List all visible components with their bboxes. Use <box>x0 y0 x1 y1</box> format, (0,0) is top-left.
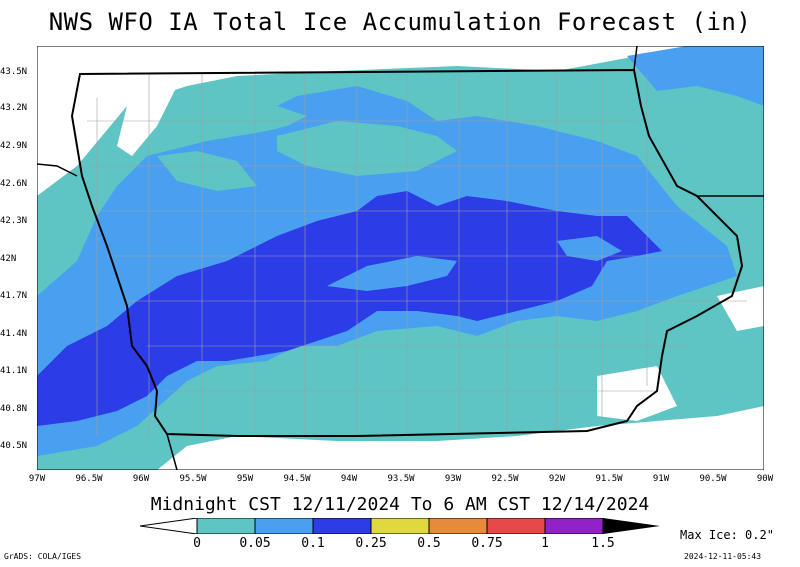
lat-label: 40.5N <box>0 441 28 451</box>
state-line <box>37 163 78 177</box>
valid-period: Midnight CST 12/11/2024 To 6 AM CST 12/1… <box>150 494 650 515</box>
county-lines <box>87 74 747 438</box>
lon-label: 95.5W <box>179 474 207 484</box>
lat-label: 42.6N <box>0 179 28 189</box>
legend-label: 1 <box>541 536 549 551</box>
lon-label: 95W <box>236 474 254 484</box>
legend-label: 0.25 <box>355 536 387 551</box>
ice-area-medium <box>627 46 764 106</box>
ice-area-medium <box>557 236 622 261</box>
lat-label: 41.7N <box>0 291 28 301</box>
ice-area-heavy <box>37 191 662 426</box>
legend-swatch <box>196 518 256 534</box>
legend-arrow-high <box>603 518 660 534</box>
lon-label: 94W <box>340 474 358 484</box>
lon-label: 96.5W <box>75 474 103 484</box>
lon-label: 94.5W <box>283 474 311 484</box>
lon-label: 97W <box>28 474 46 484</box>
ice-area-none <box>597 366 677 421</box>
lon-label: 92W <box>548 474 566 484</box>
legend-label: 0 <box>193 536 201 551</box>
legend-swatch <box>544 518 604 534</box>
lon-label: 90W <box>756 474 774 484</box>
ice-accumulation-map <box>37 46 764 470</box>
lon-label: 90.5W <box>699 474 727 484</box>
lat-label: 42.3N <box>0 216 28 226</box>
ice-area-light <box>277 121 457 176</box>
lat-label: 41.4N <box>0 329 28 339</box>
legend-arrow-low <box>140 518 198 534</box>
legend-swatch <box>312 518 372 534</box>
timestamp-text: 2024-12-11-05:43 <box>684 552 762 561</box>
legend-label: 0.05 <box>239 536 271 551</box>
legend-label: 0.5 <box>417 536 441 551</box>
credit-text: GrADS: COLA/IGES <box>4 552 82 561</box>
legend-colorbar <box>140 518 660 534</box>
legend-label: 0.75 <box>471 536 503 551</box>
lon-label: 93.5W <box>387 474 415 484</box>
state-line <box>633 46 638 71</box>
lat-label: 40.8N <box>0 404 28 414</box>
state-line <box>166 433 178 470</box>
ice-area-light <box>157 151 257 191</box>
lat-label: 42.9N <box>0 141 28 151</box>
legend-label: 0.1 <box>301 536 325 551</box>
map-title: NWS WFO IA Total Ice Accumulation Foreca… <box>48 8 752 36</box>
lat-label: 42N <box>0 254 17 264</box>
lat-label: 43.2N <box>0 103 28 113</box>
lat-label: 43.5N <box>0 67 28 77</box>
lon-label: 93W <box>444 474 462 484</box>
legend-label: 1.5 <box>591 536 615 551</box>
lon-label: 96W <box>132 474 150 484</box>
legend-swatch <box>428 518 488 534</box>
lat-label: 41.1N <box>0 366 28 376</box>
legend-swatch <box>486 518 546 534</box>
lon-label: 91.5W <box>595 474 623 484</box>
max-ice-readout: Max Ice: 0.2" <box>680 528 774 542</box>
lon-label: 91W <box>652 474 670 484</box>
legend-swatch <box>254 518 314 534</box>
legend-swatch <box>370 518 430 534</box>
lon-label: 92.5W <box>491 474 519 484</box>
ice-area-medium <box>327 256 457 291</box>
